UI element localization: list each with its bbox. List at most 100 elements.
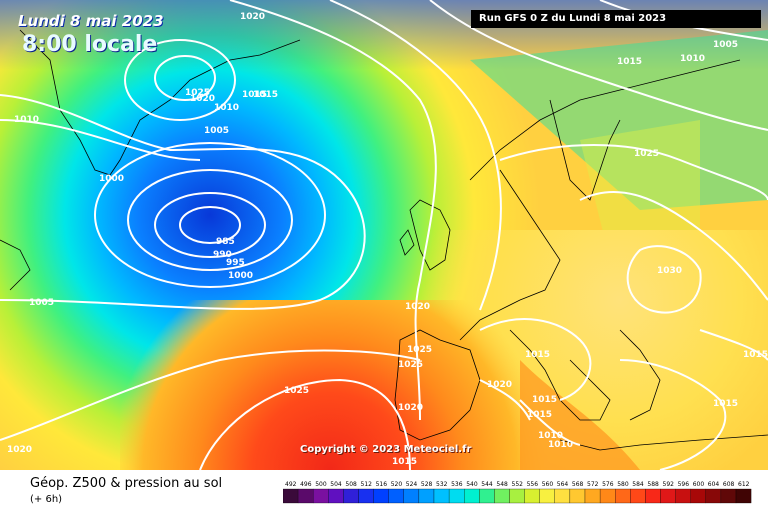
isobar-label: 1020 bbox=[190, 94, 215, 104]
isobar-label: 1005 bbox=[29, 298, 54, 308]
isobar-label: 1000 bbox=[228, 271, 253, 281]
legend-tick-label: 536 bbox=[451, 481, 463, 488]
legend-color-swatch bbox=[283, 488, 299, 504]
legend-color-swatch bbox=[690, 488, 706, 504]
legend-tick-label: 544 bbox=[481, 481, 493, 488]
legend-tick-label: 584 bbox=[632, 481, 644, 488]
legend-tick-label: 552 bbox=[512, 481, 524, 488]
color-scale-legend: 492 496 500 504 508 512 516 520 524 528 532 536 540 5… bbox=[283, 481, 752, 504]
legend-color-swatch bbox=[615, 488, 631, 504]
legend-color-swatch bbox=[328, 488, 344, 504]
isobar-label: 1025 bbox=[185, 88, 210, 98]
isobar-label: 1010 bbox=[548, 440, 573, 450]
isobar-label: 1010 bbox=[214, 103, 239, 113]
legend-tick-label: 532 bbox=[436, 481, 448, 488]
isobar-label: 1010 bbox=[14, 115, 39, 125]
legend-tick-label: 508 bbox=[345, 481, 357, 488]
legend-color-swatch bbox=[720, 488, 737, 504]
isobar-label: 1015 bbox=[527, 410, 552, 420]
legend-tick-label: 492 bbox=[285, 481, 297, 488]
isobar-label: 1015 bbox=[253, 90, 278, 100]
isobar-label: 1015 bbox=[743, 350, 768, 360]
legend-tick-label: 496 bbox=[300, 481, 312, 488]
isobar-label: 1025 bbox=[398, 360, 423, 370]
isobar-label: 1005 bbox=[713, 40, 738, 50]
legend-tick-label: 608 bbox=[723, 481, 735, 488]
legend-tick-label: 504 bbox=[330, 481, 342, 488]
legend-tick-label: 540 bbox=[466, 481, 478, 488]
coastlines bbox=[0, 29, 768, 451]
isobar-label: 1025 bbox=[407, 345, 432, 355]
isobar-label: 1015 bbox=[525, 350, 550, 360]
isobars bbox=[0, 0, 768, 470]
isobar-label: 1005 bbox=[204, 126, 229, 136]
legend-tick-label: 520 bbox=[391, 481, 403, 488]
legend-color-swatch bbox=[343, 488, 359, 504]
legend-tick-label: 600 bbox=[693, 481, 705, 488]
copyright-label: Copyright © 2023 Meteociel.fr bbox=[300, 444, 472, 455]
legend-color-swatch bbox=[705, 488, 722, 504]
isobar-label: 1025 bbox=[284, 386, 309, 396]
weather-map: 1020 1015 1010 1005 1025 1020 1015 1010 … bbox=[0, 0, 768, 470]
legend-color-swatch bbox=[554, 488, 571, 504]
legend-tick-label: 596 bbox=[678, 481, 690, 488]
legend-color-swatch bbox=[418, 488, 435, 504]
legend-color-swatch bbox=[599, 488, 616, 504]
legend-color-swatch bbox=[373, 488, 389, 504]
legend-color-swatch bbox=[403, 488, 420, 504]
legend-tick-label: 512 bbox=[361, 481, 373, 488]
legend-tick-label: 588 bbox=[647, 481, 659, 488]
legend-tick-label: 568 bbox=[572, 481, 584, 488]
isobar-label: 1020 bbox=[240, 12, 265, 22]
legend-tick-label: 564 bbox=[557, 481, 569, 488]
isobar-label: 1010 bbox=[680, 54, 705, 64]
isobar-label: 985 bbox=[216, 237, 235, 247]
legend-color-swatch bbox=[539, 488, 555, 504]
legend-color-swatch bbox=[494, 488, 510, 504]
isobar-label: 1020 bbox=[487, 380, 512, 390]
legend-tick-label: 548 bbox=[496, 481, 508, 488]
legend-tick-label: 576 bbox=[602, 481, 614, 488]
legend-color-swatch bbox=[630, 488, 646, 504]
isobar-label: 1015 bbox=[242, 90, 267, 100]
legend-tick-label: 516 bbox=[376, 481, 388, 488]
legend-color-swatch bbox=[584, 488, 601, 504]
footer: Géop. Z500 & pression au sol (+ 6h) 492 4… bbox=[0, 470, 768, 512]
isobar-label: 1015 bbox=[713, 399, 738, 409]
footer-subtitle: (+ 6h) bbox=[30, 494, 63, 505]
isobar-label: 1020 bbox=[405, 302, 430, 312]
isobar-labels: 1020 1015 1010 1005 1025 1020 1015 1010 … bbox=[7, 12, 768, 467]
time-label: 8:00 locale bbox=[22, 32, 158, 57]
legend-color-swatch bbox=[509, 488, 525, 504]
legend-color-swatch bbox=[313, 488, 329, 504]
isobar-label: 995 bbox=[226, 258, 245, 268]
legend-color-swatch bbox=[448, 488, 465, 504]
legend-color-swatch bbox=[524, 488, 540, 504]
legend-tick-label: 592 bbox=[663, 481, 675, 488]
legend-color-swatch bbox=[433, 488, 450, 504]
legend-tick-label: 612 bbox=[738, 481, 750, 488]
legend-tick-label: 580 bbox=[617, 481, 629, 488]
legend-color-swatch bbox=[388, 488, 404, 504]
legend-color-swatch bbox=[479, 488, 495, 504]
legend-color-swatch bbox=[358, 488, 374, 504]
model-run-label: Run GFS 0 Z du Lundi 8 mai 2023 bbox=[471, 10, 761, 28]
legend-tick-label: 556 bbox=[527, 481, 539, 488]
legend-color-swatch bbox=[675, 488, 691, 504]
legend-color-swatch bbox=[464, 488, 480, 504]
legend-tick-label: 524 bbox=[406, 481, 418, 488]
legend-tick-label: 528 bbox=[421, 481, 433, 488]
footer-title: Géop. Z500 & pression au sol bbox=[30, 476, 223, 491]
legend-color-swatch bbox=[569, 488, 586, 504]
isobar-label: 1010 bbox=[538, 431, 563, 441]
legend-tick-label: 560 bbox=[542, 481, 554, 488]
isobar-label: 1020 bbox=[398, 403, 423, 413]
isobar-label: 1025 bbox=[634, 149, 659, 159]
legend-tick-label: 500 bbox=[315, 481, 327, 488]
isobar-label: 1020 bbox=[7, 445, 32, 455]
isobar-label: 1015 bbox=[532, 395, 557, 405]
isobar-label: 1000 bbox=[99, 174, 124, 184]
legend-color-swatch bbox=[297, 488, 314, 504]
legend-tick-label: 604 bbox=[708, 481, 720, 488]
date-label: Lundi 8 mai 2023 bbox=[18, 12, 164, 30]
